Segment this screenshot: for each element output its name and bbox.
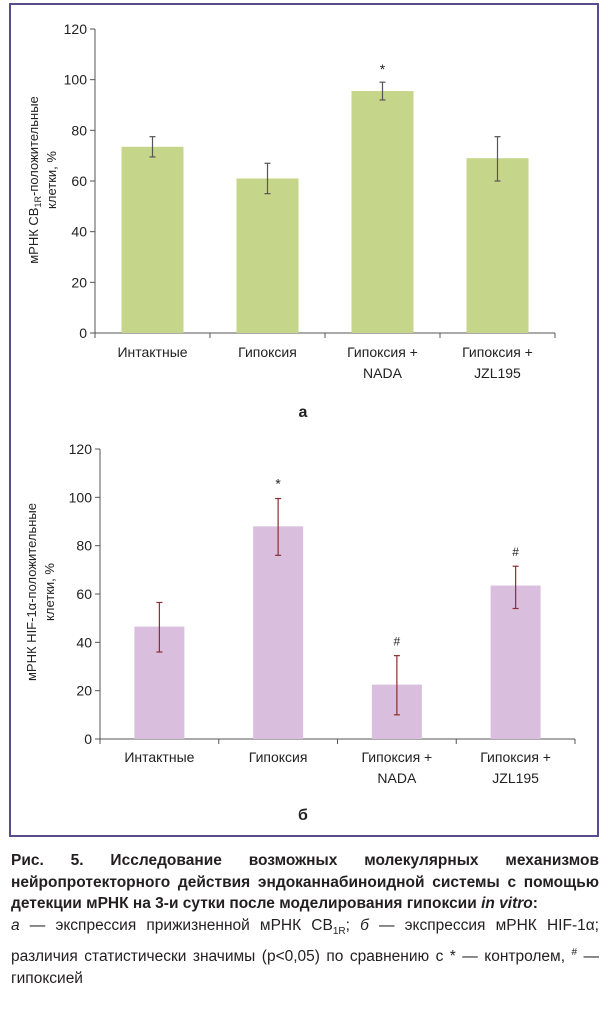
figure-svg: 0 20 40 60 80 100 120 Интактные Гипоксия * Гипокси… — [24, 21, 576, 824]
significance-marker: # — [394, 635, 401, 649]
bar — [351, 91, 414, 333]
x-category-label: Гипоксия + — [347, 344, 418, 360]
x-category-label: Гипоксия — [238, 344, 297, 360]
bar — [236, 178, 299, 333]
x-category-label: Гипоксия + — [462, 344, 533, 360]
y-axis-label-part: мРНК CB — [26, 208, 41, 264]
caption-title: Рис. 5. Исследование возможных молекуляр… — [11, 852, 599, 912]
caption-a-label: а — [11, 916, 20, 934]
y-tick-label: 100 — [64, 72, 88, 88]
y-tick-label: 20 — [76, 683, 92, 699]
y-tick-label: 40 — [71, 224, 87, 240]
x-category-label: NADA — [363, 365, 403, 381]
bar — [253, 526, 304, 739]
figure-caption: Рис. 5. Исследование возможных молекуляр… — [11, 852, 599, 987]
y-tick-label: 80 — [76, 538, 92, 554]
significance-marker: # — [512, 545, 519, 559]
significance-marker: * — [380, 61, 386, 77]
y-axis-label-line1: мРНК CB1R-положительные — [26, 96, 43, 264]
y-axis-label-subscript: 1R — [33, 196, 43, 208]
y-tick-label: 80 — [71, 122, 87, 138]
caption-a-text: — экспрессия прижизненной мРНК CB — [19, 916, 333, 934]
y-tick-label: 60 — [71, 173, 87, 189]
x-category-label: Интактные — [124, 749, 194, 765]
x-category-label: NADA — [377, 770, 417, 786]
significance-marker: * — [275, 476, 281, 492]
y-axis-label-line2: клетки, % — [42, 563, 57, 621]
bar — [490, 585, 541, 739]
chart-panel-b: 0 20 40 60 80 100 120 Интактные * Гипоксия # Гипокс… — [24, 441, 576, 824]
x-category-label: Гипоксия + — [362, 749, 433, 765]
panel-label: а — [299, 404, 308, 421]
x-category-label: JZL195 — [474, 365, 521, 381]
y-tick-label: 60 — [76, 586, 92, 602]
y-tick-label: 20 — [71, 274, 87, 290]
y-tick-label: 0 — [84, 731, 92, 747]
y-tick-label: 40 — [76, 634, 92, 650]
y-axis-label-part: -положительные — [26, 96, 41, 196]
caption-a-sub: 1R — [332, 925, 346, 937]
caption-b-text: — экспрессия мРНК HIF-1α; различия стати… — [11, 916, 599, 966]
y-tick-label: 120 — [64, 21, 88, 37]
caption-b-label: б — [360, 916, 369, 934]
bar — [121, 146, 184, 333]
y-tick-label: 100 — [69, 489, 93, 505]
y-axis-label-line2: клетки, % — [44, 151, 59, 209]
bar — [466, 158, 529, 333]
panel-label: б — [298, 807, 308, 824]
x-category-label: Гипоксия — [249, 749, 308, 765]
y-tick-label: 0 — [79, 325, 87, 341]
x-category-label: Интактные — [117, 344, 187, 360]
x-category-label: Гипоксия + — [480, 749, 551, 765]
y-tick-label: 120 — [69, 441, 93, 457]
x-category-label: JZL195 — [492, 770, 539, 786]
chart-panel-a: 0 20 40 60 80 100 120 Интактные Гипоксия * Гипокси… — [26, 21, 556, 421]
caption-hash-sup: # — [571, 947, 578, 959]
y-axis-label-line1: мРНК HIF-1α-положительные — [24, 503, 39, 681]
